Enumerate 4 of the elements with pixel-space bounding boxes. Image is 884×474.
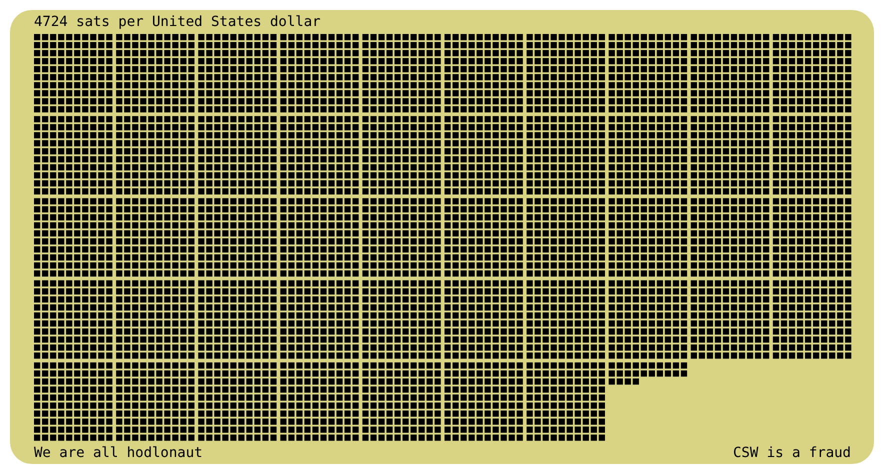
data-label: 4724 bbox=[34, 14, 68, 30]
text: sats per United States dollar bbox=[76, 14, 321, 30]
text: CSW is a fraud bbox=[732, 445, 851, 461]
text: We are all hodlonaut bbox=[34, 445, 203, 461]
